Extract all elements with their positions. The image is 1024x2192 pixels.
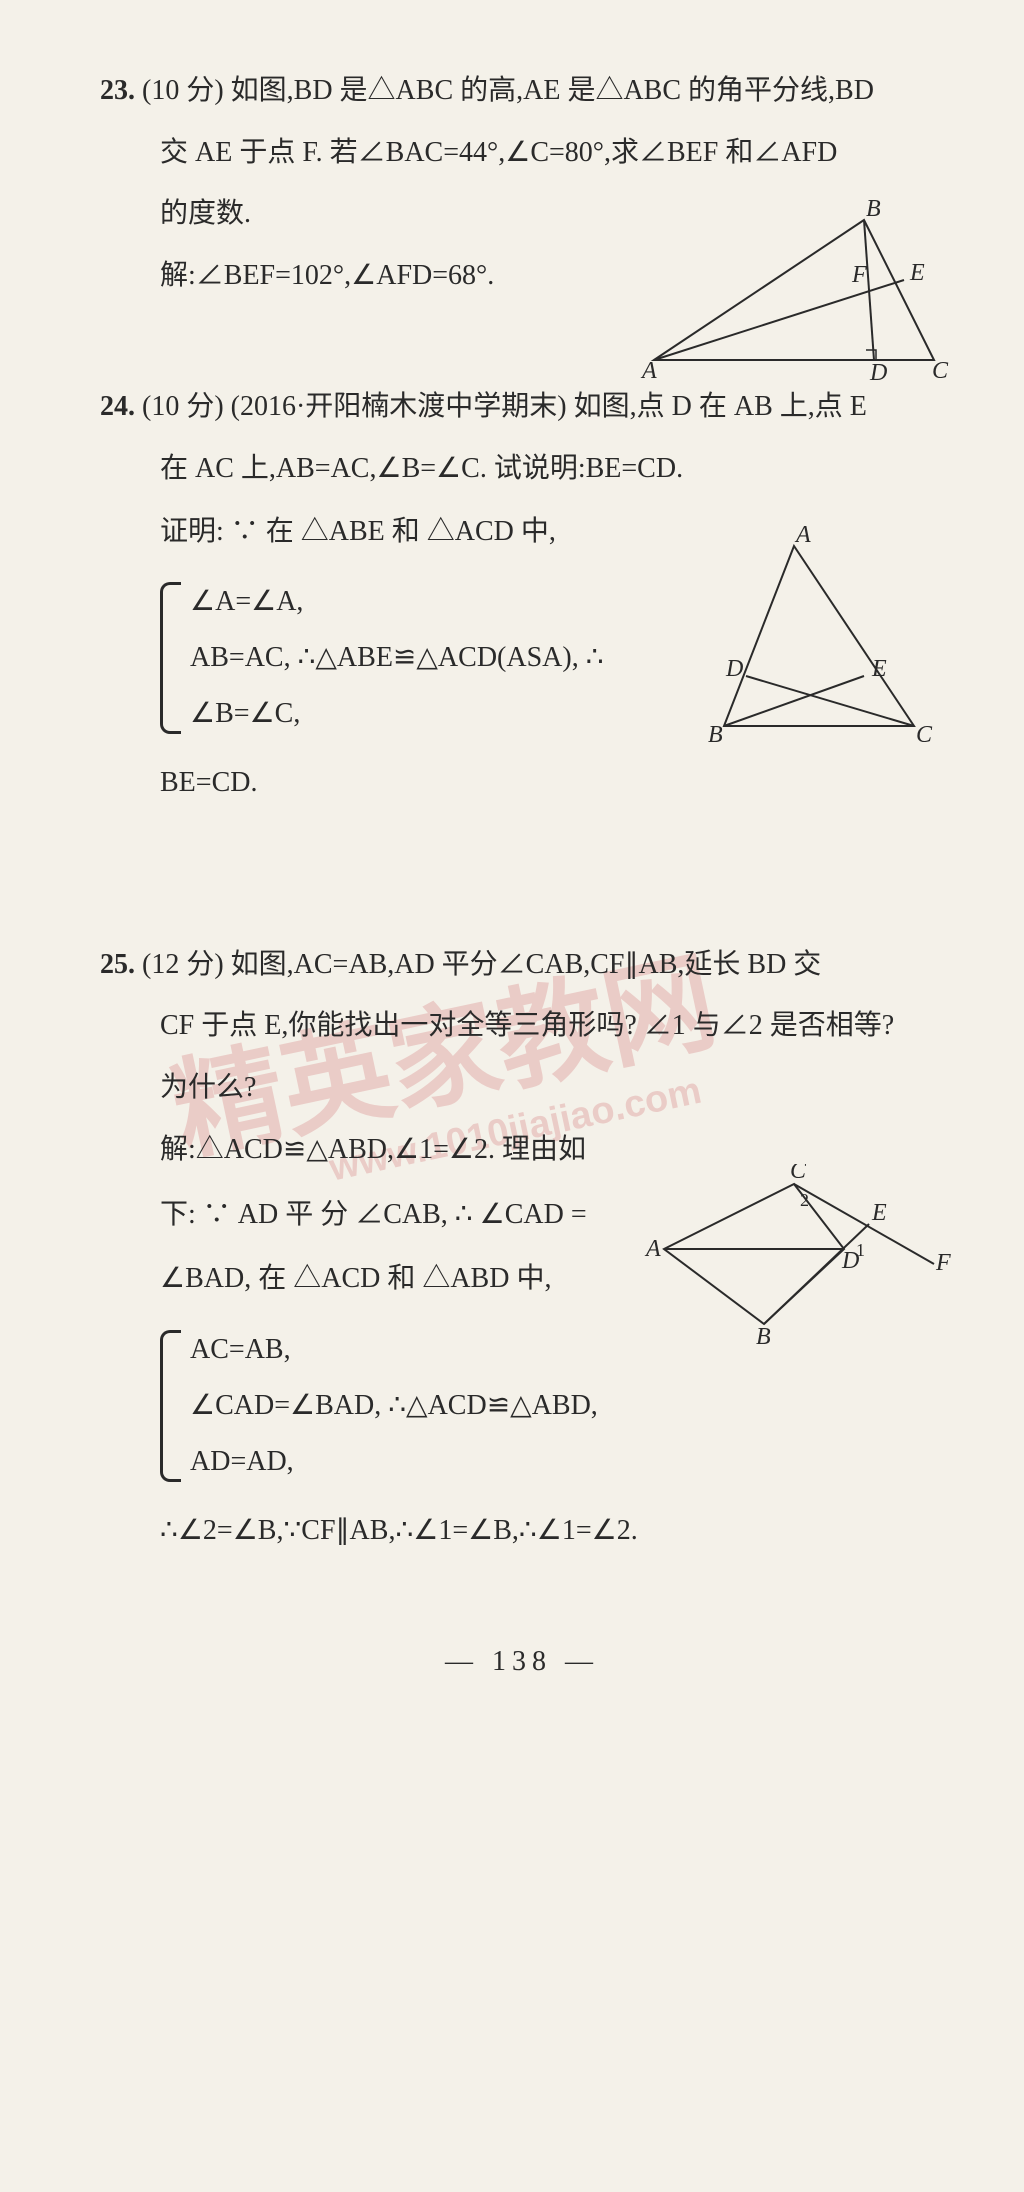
problem-25-b3: AD=AD, [190, 1434, 944, 1490]
problem-25-text3: 为什么? [100, 1057, 944, 1119]
fig25-A: A [644, 1236, 661, 1262]
problem-24-figure: A B C D E [684, 526, 944, 756]
fig25-E: E [871, 1200, 887, 1226]
fig24-A: A [794, 526, 811, 548]
problem-24-text2: 在 AC 上,AB=AC,∠B=∠C. 试说明:BE=CD. [100, 438, 944, 500]
problem-24-source: (2016·开阳楠木渡中学期末) [231, 391, 567, 422]
fig25-1: 1 [856, 1240, 865, 1260]
fig24-B: B [708, 722, 723, 748]
page-number: — 138 — [100, 1631, 944, 1693]
problem-23-text1: 如图,BD 是△ABC 的高,AE 是△ABC 的角平分线,BD [231, 75, 874, 106]
problem-23: 23. (10 分) 如图,BD 是△ABC 的高,AE 是△ABC 的角平分线… [100, 60, 944, 306]
fig24-E: E [871, 656, 887, 682]
problem-24-conclusion: BE=CD. [100, 752, 944, 814]
problem-25-number: 25. [100, 949, 135, 980]
problem-23-points: (10 分) [142, 75, 224, 106]
problem-24-line1: 24. (10 分) (2016·开阳楠木渡中学期末) 如图,点 D 在 AB … [100, 376, 944, 438]
problem-25-points: (12 分) [142, 949, 224, 980]
fig23-F: F [851, 262, 867, 288]
problem-23-text2: 交 AE 于点 F. 若∠BAC=44°,∠C=80°,求∠BEF 和∠AFD [100, 122, 944, 184]
problem-25-b2: ∠CAD=∠BAD, ∴△ACD≌△ABD, [190, 1378, 944, 1434]
fig25-B: B [756, 1324, 771, 1350]
page: 23. (10 分) 如图,BD 是△ABC 的高,AE 是△ABC 的角平分线… [0, 0, 1024, 2192]
problem-25-text2: CF 于点 E,你能找出一对全等三角形吗? ∠1 与∠2 是否相等? [100, 995, 944, 1057]
problem-25-text1: 如图,AC=AB,AD 平分∠CAB,CF∥AB,延长 BD 交 [231, 949, 822, 980]
problem-24-points: (10 分) [142, 391, 224, 422]
problem-25: 25. (12 分) 如图,AC=AB,AD 平分∠CAB,CF∥AB,延长 B… [100, 934, 944, 1562]
problem-24-number: 24. [100, 391, 135, 422]
problem-25-line1: 25. (12 分) 如图,AC=AB,AD 平分∠CAB,CF∥AB,延长 B… [100, 934, 944, 996]
fig23-B: B [866, 200, 881, 222]
problem-23-line1: 23. (10 分) 如图,BD 是△ABC 的高,AE 是△ABC 的角平分线… [100, 60, 944, 122]
problem-23-number: 23. [100, 75, 135, 106]
fig24-C: C [916, 722, 933, 748]
problem-25-conclusion: ∴∠2=∠B,∵CF∥AB,∴∠1=∠B,∴∠1=∠2. [100, 1500, 944, 1562]
fig24-D: D [725, 656, 743, 682]
problem-24-text1: 如图,点 D 在 AB 上,点 E [574, 391, 867, 422]
fig25-C: C [790, 1164, 807, 1184]
fig25-2: 2 [800, 1190, 809, 1210]
fig23-E: E [909, 260, 925, 286]
problem-24: 24. (10 分) (2016·开阳楠木渡中学期末) 如图,点 D 在 AB … [100, 376, 944, 813]
fig25-F: F [935, 1250, 951, 1276]
problem-23-figure: A B C D E F [634, 200, 954, 400]
problem-25-figure: A B C D E F 1 2 [644, 1164, 954, 1354]
